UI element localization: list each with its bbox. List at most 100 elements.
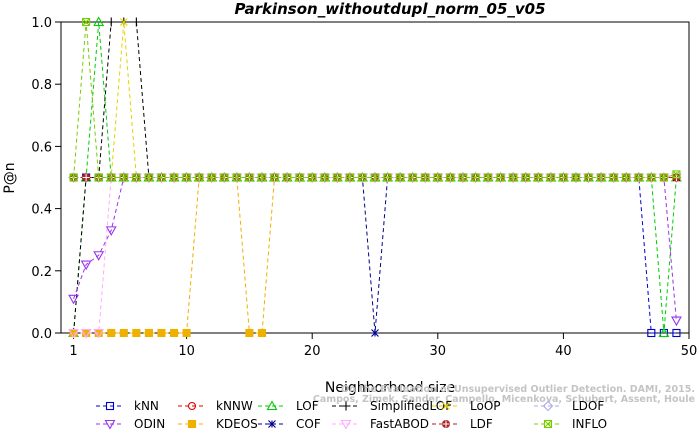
legend-item-knnw: kNNW — [178, 399, 253, 413]
legend-item-ldf: LDF — [432, 417, 493, 431]
data-point-marker — [383, 173, 392, 182]
data-point-marker — [433, 173, 442, 182]
data-point-marker — [295, 173, 304, 182]
watermark-citation: On the Evaluation of Unsupervised Outlie… — [341, 384, 695, 395]
data-point-marker — [371, 329, 379, 337]
data-point-marker — [169, 173, 179, 182]
y-tick-label: 0.2 — [31, 265, 52, 280]
data-point-marker — [105, 226, 117, 236]
series-line — [73, 21, 677, 178]
data-point-marker — [442, 402, 450, 410]
data-point-marker — [107, 328, 116, 338]
y-tick-label: 0.4 — [31, 203, 52, 218]
data-point-marker — [245, 328, 254, 338]
series-kdeos — [69, 173, 681, 338]
data-point-marker — [345, 173, 354, 182]
data-point-marker — [220, 173, 229, 182]
legend-item-ldof: LDOF — [534, 399, 604, 413]
data-point-marker — [446, 173, 455, 182]
data-point-marker — [157, 328, 166, 338]
x-tick-label: 20 — [304, 344, 321, 359]
y-axis-title: P@n — [2, 162, 18, 193]
data-point-marker — [182, 173, 191, 182]
data-point-marker — [672, 328, 681, 338]
legend: kNN kNNW LOF SimplifiedLOF LoOP LDOF ODIN KDEOS… — [96, 399, 607, 431]
data-point-marker — [458, 173, 467, 182]
data-point-marker — [546, 173, 555, 182]
data-point-marker — [441, 419, 451, 429]
data-point-marker — [93, 251, 105, 261]
series-line — [73, 177, 677, 334]
data-point-marker — [144, 328, 153, 338]
y-tick-label: 0.0 — [31, 327, 52, 342]
legend-item-fastabod: FastABOD — [332, 417, 429, 431]
data-point-marker — [283, 173, 292, 182]
data-point-marker — [187, 419, 197, 429]
data-point-marker — [187, 401, 197, 411]
data-point-marker — [543, 419, 553, 429]
data-point-marker — [69, 173, 78, 182]
chart-title: Parkinson_withoutdupl_norm_05_v05 — [234, 0, 545, 18]
data-point-marker — [207, 173, 216, 182]
data-point-marker — [157, 173, 166, 182]
data-point-marker — [333, 173, 342, 182]
x-axis-title: Neighborhood size — [325, 380, 455, 396]
data-point-marker — [182, 328, 191, 338]
data-point-marker — [597, 173, 606, 182]
data-point-marker — [93, 328, 105, 339]
data-point-marker — [68, 328, 80, 339]
series-line — [73, 177, 677, 321]
legend-item-lof: LOF — [258, 399, 319, 413]
data-point-marker — [634, 173, 643, 182]
series-line — [73, 177, 677, 334]
series-knn — [69, 173, 681, 338]
data-point-marker — [308, 173, 317, 182]
x-tick-label: 40 — [555, 344, 572, 359]
series-fastabod — [68, 173, 682, 339]
data-point-marker — [132, 173, 141, 182]
data-point-marker — [245, 173, 254, 182]
data-point-marker — [257, 173, 267, 182]
legend-label: kNN — [134, 399, 159, 413]
data-point-marker — [270, 173, 279, 182]
data-point-marker — [509, 173, 518, 182]
data-point-marker — [670, 316, 682, 327]
series-loop — [69, 18, 681, 182]
legend-label: KDEOS — [216, 417, 258, 431]
data-point-marker — [119, 328, 128, 338]
legend-label: COF — [296, 417, 321, 431]
data-point-marker — [658, 327, 670, 338]
data-point-marker — [647, 173, 656, 182]
data-point-marker — [672, 170, 681, 179]
legend-label: SimplifiedLOF — [370, 399, 452, 413]
watermark-authors: Campos, Zimek, Sander, Campello, Micenko… — [313, 394, 695, 405]
data-point-marker — [132, 328, 141, 338]
data-point-marker — [584, 173, 593, 182]
data-point-marker — [647, 328, 656, 338]
data-point-marker — [107, 173, 116, 182]
data-point-marker — [82, 173, 91, 182]
series-line — [73, 177, 677, 334]
data-point-marker — [396, 173, 405, 182]
y-tick-label: 0.8 — [31, 78, 52, 93]
legend-label: ODIN — [134, 417, 165, 431]
x-tick-label: 1 — [69, 344, 77, 359]
series-line — [73, 177, 677, 334]
x-tick-label: 50 — [681, 344, 698, 359]
legend-label: LOF — [296, 399, 319, 413]
x-tick-label: 10 — [178, 344, 195, 359]
data-point-marker — [80, 260, 92, 271]
legend-item-simplifiedlof: SimplifiedLOF — [332, 399, 452, 413]
legend-item-knn: kNN — [96, 399, 159, 413]
data-point-marker — [496, 173, 505, 182]
data-point-marker — [340, 419, 352, 430]
series-line — [73, 21, 677, 178]
data-point-marker — [659, 173, 668, 182]
data-point-marker — [268, 420, 276, 428]
data-point-marker — [622, 173, 631, 182]
data-point-marker — [609, 173, 618, 182]
legend-label: LDF — [470, 417, 493, 431]
legend-item-cof: COF — [258, 417, 321, 431]
